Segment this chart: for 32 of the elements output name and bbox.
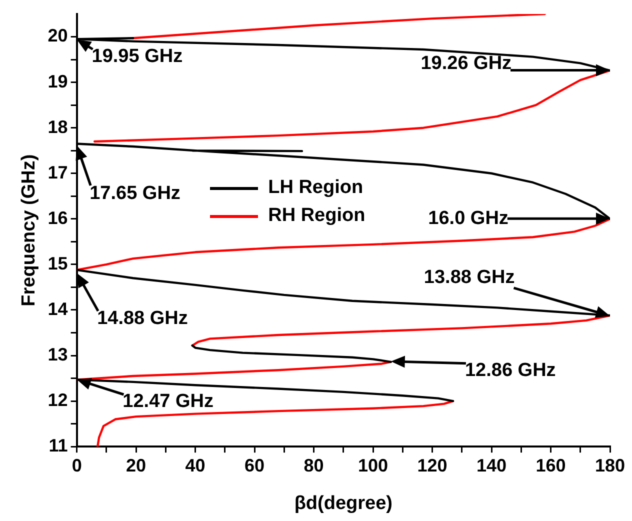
x-tick-label: 140 [476,455,507,476]
x-tick-label: 60 [244,455,265,476]
y-tick-label: 12 [48,390,68,410]
x-axis-title: βd(degree) [294,492,392,514]
annotation: 12.86 GHz [464,360,556,382]
annotation: 19.95 GHz [92,46,183,68]
x-tick-label: 180 [594,455,626,476]
y-tick-label: 17 [48,162,68,182]
legend-label: LH Region [268,177,364,200]
y-axis-title: Frequency (GHz) [18,154,40,306]
annotation: 14.88 GHz [97,308,188,330]
x-tick-label: 20 [126,455,146,476]
y-tick-label: 11 [48,436,68,456]
annotation: 19.26 GHz [420,53,512,76]
y-tick-label: 15 [48,253,68,274]
y-tick-label: 18 [48,116,68,137]
x-tick-label: 100 [358,455,388,476]
y-tick-label: 16 [48,208,68,228]
x-tick-label: 120 [417,455,448,476]
x-tick-label: 40 [185,455,206,476]
annotation: 13.88 GHz [424,266,515,289]
x-tick-label: 160 [536,455,566,476]
x-tick-label: 80 [304,455,324,476]
annotation: 16.0 GHz [428,208,508,230]
y-tick-label: 19 [48,71,68,92]
y-tick-label: 20 [48,26,68,46]
annotation: 17.65 GHz [90,182,180,205]
x-tick-label: 0 [72,455,82,476]
y-tick-label: 13 [48,344,68,364]
y-tick-label: 14 [48,298,68,319]
legend-label: RH Region [268,205,366,228]
annotation: 12.47 GHz [122,391,214,414]
